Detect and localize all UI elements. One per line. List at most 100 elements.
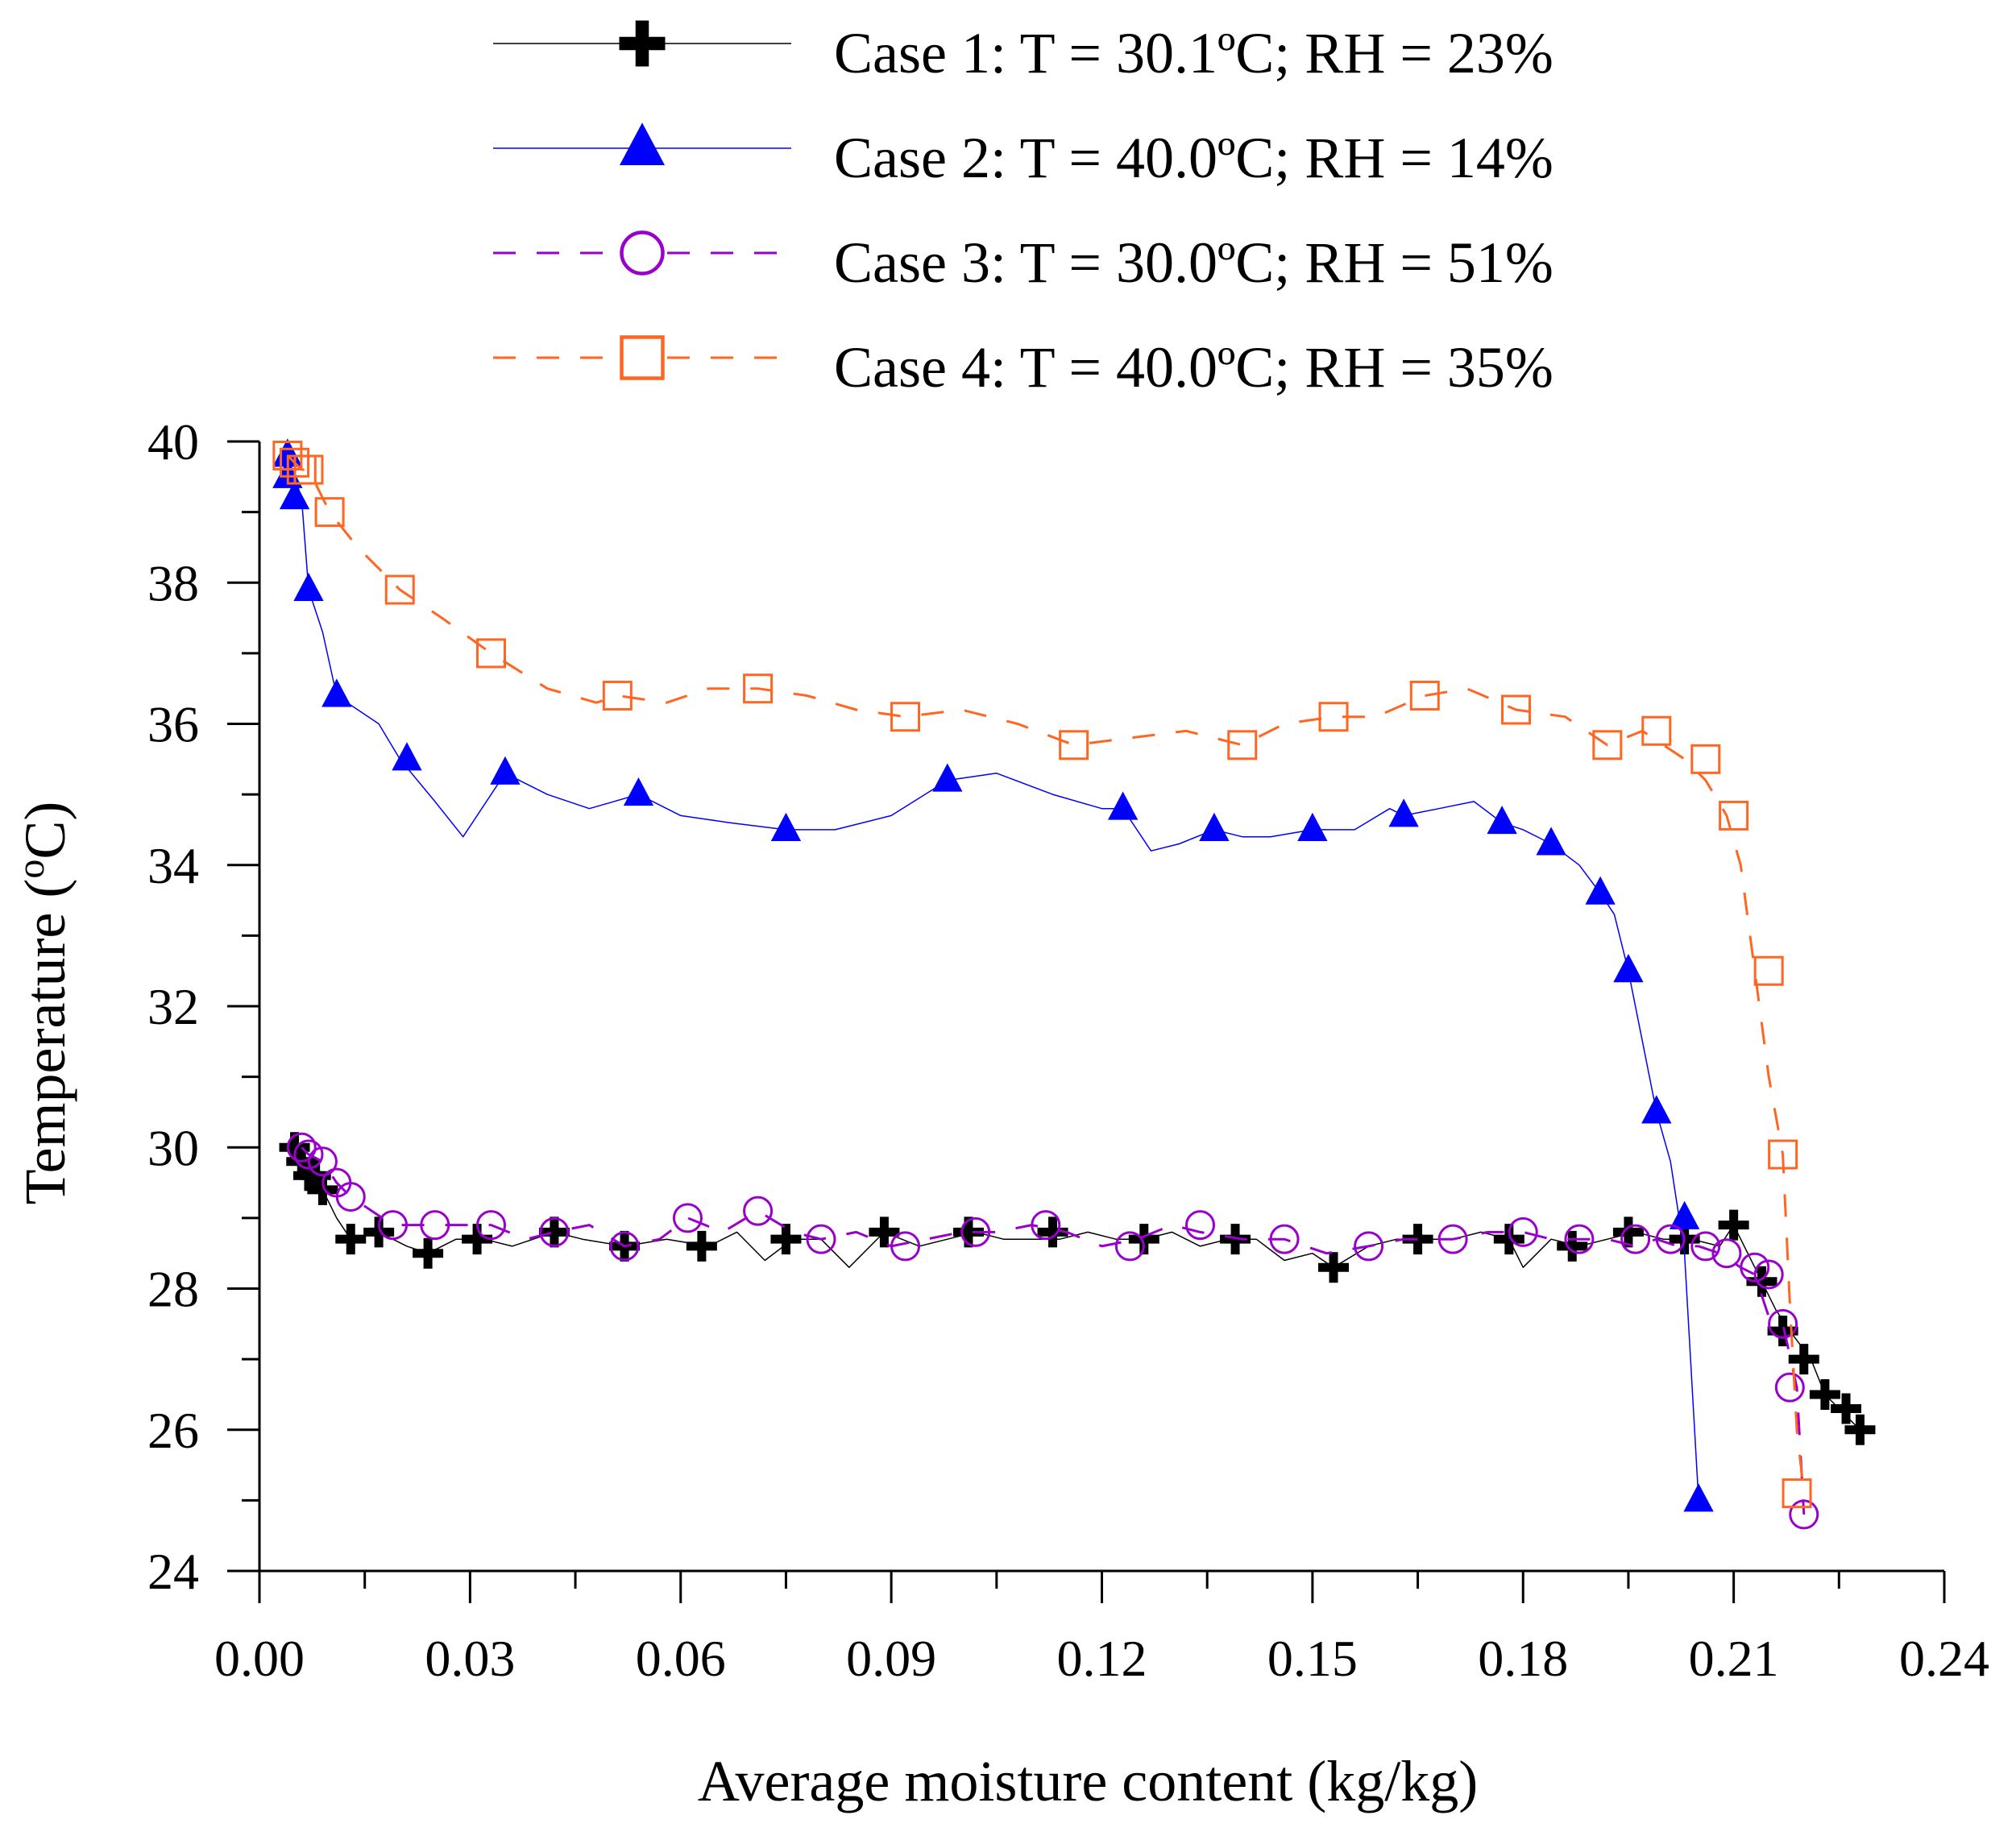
data-point-case-4	[1690, 744, 1721, 774]
series-case-4	[272, 441, 1812, 1509]
data-point-case-3	[1184, 1210, 1215, 1241]
data-point-case-1	[538, 1216, 570, 1248]
y-tick-label: 32	[147, 978, 199, 1035]
data-point-case-1	[1844, 1414, 1876, 1445]
y-tick-label: 36	[147, 696, 199, 753]
data-point-case-1	[686, 1230, 717, 1262]
data-point-case-3	[1031, 1210, 1061, 1241]
data-point-case-3	[1508, 1216, 1538, 1247]
data-point-case-3	[476, 1210, 507, 1241]
data-point-case-1	[335, 1224, 367, 1255]
data-point-case-4	[314, 497, 345, 528]
legend-marker	[619, 20, 666, 67]
legend-sample-case-2	[493, 122, 791, 165]
data-point-case-3	[420, 1210, 450, 1241]
data-point-case-3	[1753, 1259, 1784, 1290]
legend-sample-case-4	[493, 335, 791, 380]
data-point-case-4	[743, 673, 774, 704]
data-point-case-4	[1753, 955, 1784, 986]
data-point-case-2	[1199, 812, 1230, 841]
data-point-case-1	[1831, 1393, 1862, 1424]
data-point-case-2	[1487, 806, 1517, 835]
data-point-case-3	[378, 1210, 409, 1241]
data-point-case-3	[609, 1231, 640, 1262]
data-point-case-3	[293, 1139, 324, 1170]
data-point-case-3	[1269, 1224, 1300, 1254]
legend: Case 1: T = 30.1ºC; RH = 23% Case 2: T =…	[493, 20, 1553, 400]
data-point-case-3	[1690, 1231, 1721, 1262]
data-point-case-2	[1683, 1483, 1714, 1512]
data-point-case-3	[743, 1196, 774, 1226]
y-axis-title: Temperature (oC)	[10, 802, 77, 1205]
data-point-case-2	[1107, 791, 1139, 820]
data-point-case-4	[1501, 694, 1532, 725]
x-tick-label: 0.15	[1267, 1630, 1358, 1687]
data-point-case-1	[1557, 1230, 1588, 1262]
data-point-case-2	[1388, 798, 1419, 827]
series-line-case-4	[286, 454, 1806, 1494]
data-point-case-3	[539, 1216, 570, 1247]
data-point-case-3	[1711, 1238, 1742, 1269]
series-line-case-3	[301, 1146, 1806, 1515]
y-ticks: 24 26 28 30 32 34 36 38 40	[147, 413, 259, 1600]
data-point-case-4	[1641, 715, 1672, 746]
data-point-case-2	[279, 480, 310, 510]
y-axis-title-degree: o	[10, 860, 52, 879]
data-point-case-1	[1809, 1378, 1840, 1410]
legend-label-case-4: Case 4: T = 40.0ºC; RH = 35%	[834, 335, 1553, 400]
data-point-case-1	[1718, 1209, 1749, 1241]
data-point-case-3	[1768, 1308, 1798, 1339]
y-tick-label: 38	[147, 554, 199, 611]
data-point-case-2	[321, 678, 352, 707]
data-point-case-3	[1354, 1231, 1384, 1262]
y-tick-label: 26	[147, 1402, 199, 1459]
legend-label-case-2: Case 2: T = 40.0ºC; RH = 14%	[834, 126, 1553, 190]
data-point-case-3	[1564, 1224, 1595, 1254]
legend-label-case-3: Case 3: T = 30.0ºC; RH = 51%	[834, 230, 1553, 295]
data-point-case-3	[1620, 1224, 1651, 1254]
legend-sample-case-1	[493, 20, 791, 67]
data-point-case-3	[307, 1146, 338, 1177]
y-tick-label: 34	[147, 837, 199, 894]
data-point-case-4	[890, 702, 921, 732]
data-point-case-1	[1318, 1252, 1350, 1283]
x-tick-label: 0.03	[425, 1630, 515, 1687]
x-tick-label: 0.00	[214, 1630, 305, 1687]
data-point-case-2	[1641, 1095, 1672, 1124]
data-point-case-3	[1740, 1252, 1770, 1283]
data-point-case-2	[623, 777, 654, 806]
data-point-case-2	[1297, 812, 1328, 841]
y-axis-title-unit: C)	[13, 802, 77, 860]
series-line-case-1	[294, 1146, 1860, 1431]
data-point-case-2	[1669, 1200, 1700, 1229]
legend-marker	[620, 122, 665, 165]
data-point-case-2	[1536, 827, 1566, 856]
data-point-case-2	[1613, 954, 1644, 983]
data-point-case-4	[1318, 702, 1349, 732]
legend-marker	[620, 230, 665, 276]
data-point-case-3	[960, 1216, 991, 1247]
x-tick-label: 0.21	[1689, 1630, 1779, 1687]
data-point-case-4	[476, 638, 507, 669]
data-point-case-4	[293, 454, 324, 485]
series-line-case-2	[287, 455, 1699, 1501]
data-point-case-4	[384, 574, 415, 605]
legend-marker	[620, 335, 665, 380]
data-point-case-3	[1774, 1372, 1805, 1403]
data-point-case-3	[286, 1132, 317, 1163]
legend-sample-case-3	[493, 230, 791, 276]
data-point-case-3	[335, 1182, 366, 1212]
data-point-case-3	[806, 1224, 836, 1254]
data-point-case-2	[1585, 876, 1616, 905]
x-tick-label: 0.18	[1478, 1630, 1568, 1687]
series-case-1	[279, 1132, 1876, 1445]
data-point-case-2	[490, 756, 521, 785]
data-point-case-3	[1789, 1499, 1819, 1530]
data-point-case-3	[1655, 1224, 1686, 1254]
data-point-case-4	[1059, 730, 1089, 761]
data-point-case-3	[890, 1231, 921, 1262]
x-tick-label: 0.12	[1057, 1630, 1147, 1687]
y-tick-label: 40	[147, 413, 199, 470]
